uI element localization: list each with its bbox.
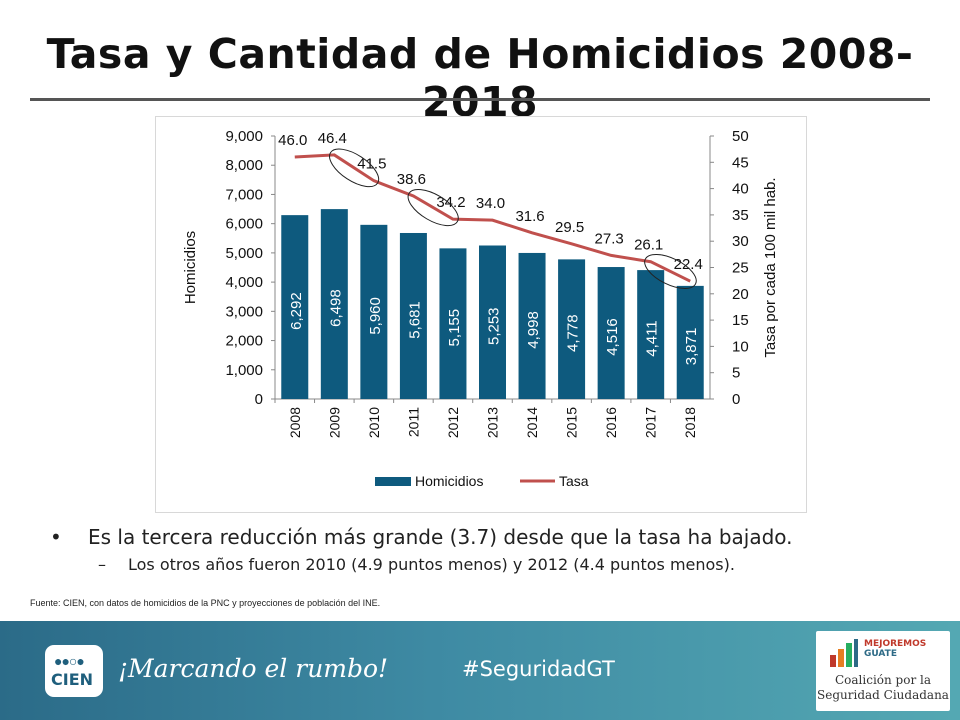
left-tick-label: 1,000 (225, 362, 263, 379)
bar-value-label: 4,998 (525, 311, 542, 349)
right-tick-label: 5 (732, 365, 740, 382)
tasa-line (294, 153, 691, 283)
title-divider (30, 98, 930, 101)
bar-2014 (518, 252, 546, 399)
tasa-value-label: 22.4 (674, 256, 703, 273)
y-axis-label-left: Homicidios (182, 231, 199, 304)
tasa-value-label: 34.0 (476, 195, 505, 212)
bar-2015 (558, 259, 586, 399)
legend-homicidios-label: Homicidios (415, 473, 483, 489)
x-tick-label: 2009 (326, 407, 342, 438)
bar-2016 (597, 267, 625, 399)
tasa-value-label: 31.6 (515, 208, 544, 225)
cien-logo-icon: ●●○● (54, 653, 85, 669)
x-tick-label: 2010 (366, 407, 382, 438)
left-tick-label: 4,000 (225, 274, 263, 291)
right-tick-label: 15 (732, 312, 749, 329)
x-tick-label: 2011 (405, 407, 421, 437)
right-tick-label: 50 (732, 128, 749, 145)
bar-value-label: 5,681 (406, 301, 423, 339)
right-tick-label: 40 (732, 181, 749, 198)
bullet-sub: – Los otros años fueron 2010 (4.9 puntos… (50, 552, 930, 578)
bullet-sub-text: Los otros años fueron 2010 (4.9 puntos m… (128, 555, 735, 574)
coalicion-line-2: Seguridad Ciudadana (817, 688, 949, 702)
right-tick-label: 0 (732, 391, 740, 408)
homicidios-chart: 0 1,000 2,000 3,000 4,000 5,000 6,000 7,000 8,00… (182, 128, 779, 489)
bar-2013 (479, 245, 506, 399)
bar-value-label: 4,778 (565, 314, 582, 352)
left-tick-label: 8,000 (225, 157, 263, 174)
bar-2017 (637, 270, 665, 399)
bar-2011 (399, 232, 427, 399)
bar-2012 (439, 248, 467, 399)
left-tick-label: 9,000 (225, 128, 263, 145)
bar-value-label: 6,498 (327, 289, 344, 327)
bar-value-label: 5,253 (486, 307, 503, 345)
tasa-value-label: 29.5 (555, 219, 584, 236)
annotation-circle (407, 188, 459, 227)
annotation-circle (329, 148, 380, 188)
right-tick-label: 45 (732, 154, 749, 171)
bar-2009 (320, 209, 348, 399)
tasa-value-label: 46.4 (318, 130, 347, 147)
slogan: ¡Marcando el rumbo! (118, 654, 389, 683)
x-tick-label: 2016 (603, 407, 619, 438)
legend-tasa-label: Tasa (559, 473, 589, 489)
tasa-value-label: 46.0 (278, 132, 307, 149)
left-tick-label: 5,000 (225, 245, 263, 262)
bar-value-label: 6,292 (288, 292, 305, 330)
left-tick-label: 2,000 (225, 333, 263, 350)
bullet-dot: • (50, 525, 62, 549)
bullet-dash: – (98, 555, 106, 574)
mejoremos-guate-icon (830, 639, 858, 667)
footer-band (0, 621, 960, 720)
cien-logo: ●●○● CIEN (45, 645, 103, 697)
coalicion-line-1: Coalición por la (834, 673, 931, 687)
cien-logo-text: CIEN (51, 670, 94, 689)
left-tick-label: 3,000 (225, 303, 263, 320)
guate-label: GUATE (864, 649, 897, 659)
right-tick-label: 35 (732, 207, 749, 224)
bullet-main-text: Es la tercera reducción más grande (3.7)… (88, 525, 793, 549)
tasa-value-label: 27.3 (595, 230, 624, 247)
bar-value-label: 4,411 (644, 320, 661, 356)
x-tick-label: 2018 (682, 407, 698, 438)
y-axis-label-right: Tasa por cada 100 mil hab. (762, 177, 779, 357)
right-tick-label: 20 (732, 286, 749, 303)
bar-2018 (676, 285, 704, 399)
bullet-main: • Es la tercera reducción más grande (3.… (50, 522, 930, 552)
x-tick-label: 2014 (524, 407, 540, 438)
left-tick-label: 7,000 (225, 186, 263, 203)
x-tick-label: 2015 (564, 407, 580, 438)
left-tick-label: 6,000 (225, 216, 263, 233)
legend-bar-swatch (375, 477, 411, 486)
right-tick-label: 30 (732, 233, 749, 250)
source-note: Fuente: CIEN, con datos de homicidios de… (30, 598, 381, 608)
x-tick-label: 2012 (445, 407, 461, 438)
bar-2010 (360, 224, 388, 399)
bar-value-label: 4,516 (604, 318, 621, 356)
page-title: Tasa y Cantidad de Homicidios 2008-2018 (46, 30, 914, 126)
mejoremos-label: MEJOREMOS (864, 639, 927, 649)
coalicion-logo: MEJOREMOS GUATE Coalición por la Segurid… (816, 631, 950, 711)
bar-value-label: 5,155 (446, 309, 463, 347)
right-tick-label: 25 (732, 260, 749, 277)
left-tick-label: 0 (255, 391, 263, 408)
bar-value-label: 5,960 (367, 297, 384, 335)
coalicion-text: Coalición por la Seguridad Ciudadana (816, 673, 950, 703)
right-tick-label: 10 (732, 338, 749, 355)
x-tick-label: 2013 (485, 407, 501, 438)
hashtag: #SeguridadGT (462, 657, 615, 681)
tasa-value-label: 38.6 (397, 171, 426, 188)
bar-value-label: 3,871 (683, 328, 700, 366)
x-tick-label: 2008 (287, 407, 303, 438)
bullet-list: • Es la tercera reducción más grande (3.… (50, 522, 930, 578)
x-tick-label: 2017 (643, 407, 659, 438)
mejoremos-guate-text: MEJOREMOS GUATE (864, 639, 926, 659)
tasa-value-label: 41.5 (357, 156, 386, 173)
annotation-circle (644, 253, 697, 289)
tasa-value-label: 26.1 (634, 237, 663, 254)
bar-2008 (281, 215, 309, 399)
